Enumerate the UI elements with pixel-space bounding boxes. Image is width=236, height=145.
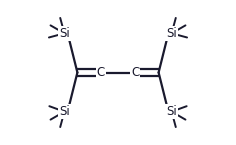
Text: Si: Si [59, 105, 70, 118]
Text: Si: Si [166, 105, 177, 118]
Text: C: C [97, 66, 105, 79]
Text: Si: Si [59, 27, 70, 40]
Text: C: C [131, 66, 139, 79]
Text: Si: Si [166, 27, 177, 40]
